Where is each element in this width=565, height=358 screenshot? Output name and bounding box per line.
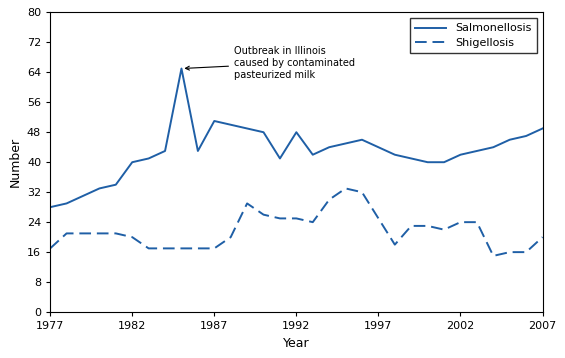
Shigellosis: [211, 246, 218, 251]
Salmonellosis: [392, 153, 398, 157]
Shigellosis: [112, 231, 119, 236]
Salmonellosis: [47, 205, 54, 209]
Salmonellosis: [490, 145, 497, 149]
Shigellosis: [424, 224, 431, 228]
Shigellosis: [227, 235, 234, 239]
Shigellosis: [145, 246, 152, 251]
X-axis label: Year: Year: [283, 337, 310, 350]
Salmonellosis: [63, 201, 70, 205]
Shigellosis: [96, 231, 103, 236]
Line: Salmonellosis: Salmonellosis: [50, 68, 542, 207]
Salmonellosis: [310, 153, 316, 157]
Legend: Salmonellosis, Shigellosis: Salmonellosis, Shigellosis: [410, 18, 537, 53]
Salmonellosis: [293, 130, 300, 134]
Salmonellosis: [178, 66, 185, 71]
Shigellosis: [260, 213, 267, 217]
Salmonellosis: [523, 134, 529, 138]
Salmonellosis: [342, 141, 349, 146]
Salmonellosis: [194, 149, 201, 153]
Shigellosis: [244, 201, 250, 205]
Salmonellosis: [260, 130, 267, 134]
Shigellosis: [392, 242, 398, 247]
Salmonellosis: [506, 137, 513, 142]
Shigellosis: [490, 254, 497, 258]
Salmonellosis: [162, 149, 168, 153]
Salmonellosis: [80, 194, 86, 198]
Salmonellosis: [375, 145, 382, 149]
Salmonellosis: [424, 160, 431, 164]
Salmonellosis: [244, 126, 250, 131]
Salmonellosis: [96, 186, 103, 190]
Salmonellosis: [211, 119, 218, 123]
Shigellosis: [375, 216, 382, 221]
Shigellosis: [473, 220, 480, 224]
Shigellosis: [276, 216, 283, 221]
Shigellosis: [310, 220, 316, 224]
Salmonellosis: [112, 183, 119, 187]
Text: Outbreak in Illinois
caused by contaminated
pasteurized milk: Outbreak in Illinois caused by contamina…: [185, 46, 355, 79]
Shigellosis: [162, 246, 168, 251]
Shigellosis: [326, 198, 333, 202]
Y-axis label: Number: Number: [8, 137, 21, 187]
Salmonellosis: [359, 137, 366, 142]
Shigellosis: [178, 246, 185, 251]
Salmonellosis: [457, 153, 464, 157]
Salmonellosis: [276, 156, 283, 161]
Shigellosis: [342, 186, 349, 190]
Shigellosis: [523, 250, 529, 254]
Salmonellosis: [539, 126, 546, 131]
Shigellosis: [457, 220, 464, 224]
Shigellosis: [194, 246, 201, 251]
Salmonellosis: [441, 160, 447, 164]
Shigellosis: [80, 231, 86, 236]
Shigellosis: [63, 231, 70, 236]
Salmonellosis: [473, 149, 480, 153]
Shigellosis: [359, 190, 366, 194]
Shigellosis: [129, 235, 136, 239]
Salmonellosis: [129, 160, 136, 164]
Shigellosis: [506, 250, 513, 254]
Salmonellosis: [145, 156, 152, 161]
Shigellosis: [441, 227, 447, 232]
Shigellosis: [293, 216, 300, 221]
Salmonellosis: [408, 156, 415, 161]
Shigellosis: [539, 235, 546, 239]
Salmonellosis: [227, 122, 234, 127]
Shigellosis: [47, 246, 54, 251]
Salmonellosis: [326, 145, 333, 149]
Line: Shigellosis: Shigellosis: [50, 188, 542, 256]
Shigellosis: [408, 224, 415, 228]
